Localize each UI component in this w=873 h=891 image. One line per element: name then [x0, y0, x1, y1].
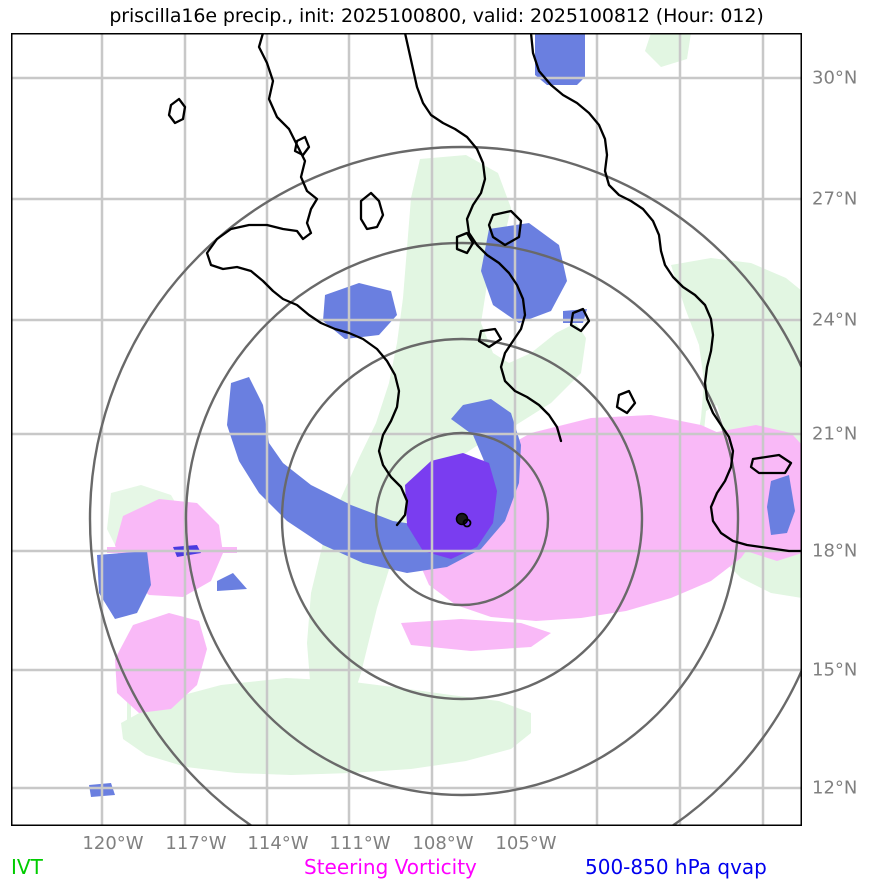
ytick-27n: 27°N — [812, 188, 858, 210]
range-ring-4 — [88, 145, 802, 826]
legend-label-qvap: 500-850 hPa qvap — [585, 855, 767, 879]
map-plot-area[interactable] — [11, 33, 802, 826]
qvap-patch-left — [97, 551, 151, 619]
ytick-12n: 12°N — [812, 777, 858, 799]
coastline-mainland — [529, 33, 802, 553]
ivt-region-baja — [307, 155, 586, 733]
coastline-island-small2 — [569, 307, 591, 333]
legend-label-vorticity: Steering Vorticity — [304, 855, 477, 879]
qvap-core-overlap — [405, 453, 497, 559]
page-title: priscilla16e precip., init: 2025100800, … — [109, 5, 764, 27]
qvap-triangle-left — [217, 573, 247, 591]
ytick-30n: 30°N — [812, 67, 858, 89]
legend-label-ivt: IVT — [11, 855, 43, 879]
ytick-18n: 18°N — [812, 540, 858, 562]
coastlines — [167, 33, 802, 553]
xtick-117w: 117°W — [165, 833, 227, 854]
xtick-111w: 111°W — [329, 833, 391, 854]
qvap-patch-peninsula — [323, 283, 397, 339]
ytick-24n: 24°N — [812, 309, 858, 331]
xtick-114w: 114°W — [247, 833, 309, 854]
coastline-island-small1 — [455, 231, 475, 255]
xtick-105w: 105°W — [495, 833, 557, 854]
range-ring-2 — [280, 337, 644, 701]
qvap-patch-top — [535, 33, 585, 85]
ytick-21n: 21°N — [812, 423, 858, 445]
coastline-island-angel — [359, 191, 385, 231]
coastline-island-tiburon — [487, 209, 523, 247]
range-ring-1 — [374, 431, 550, 607]
qvap-patch-gulf — [481, 223, 567, 323]
xtick-120w: 120°W — [82, 833, 144, 854]
coastline-gulf-west — [403, 33, 563, 443]
storm-center-marker[interactable] — [455, 512, 472, 528]
qvap-patch-right — [767, 475, 795, 535]
ivt-region-south — [121, 678, 531, 775]
coastline-island-small4 — [477, 327, 503, 349]
ytick-15n: 15°N — [812, 659, 858, 681]
coastline-baja-west — [205, 33, 409, 527]
vorticity-region-southtip — [401, 619, 551, 651]
coastline-island-cedros — [293, 135, 311, 157]
coastline-island-guadalupe — [167, 97, 187, 125]
coastline-island-marias — [749, 453, 793, 475]
coastline-island-small3 — [615, 389, 637, 415]
range-ring-3 — [184, 241, 740, 797]
qvap-fill-layer — [89, 33, 795, 797]
range-rings — [88, 145, 802, 826]
xtick-108w: 108°W — [412, 833, 474, 854]
